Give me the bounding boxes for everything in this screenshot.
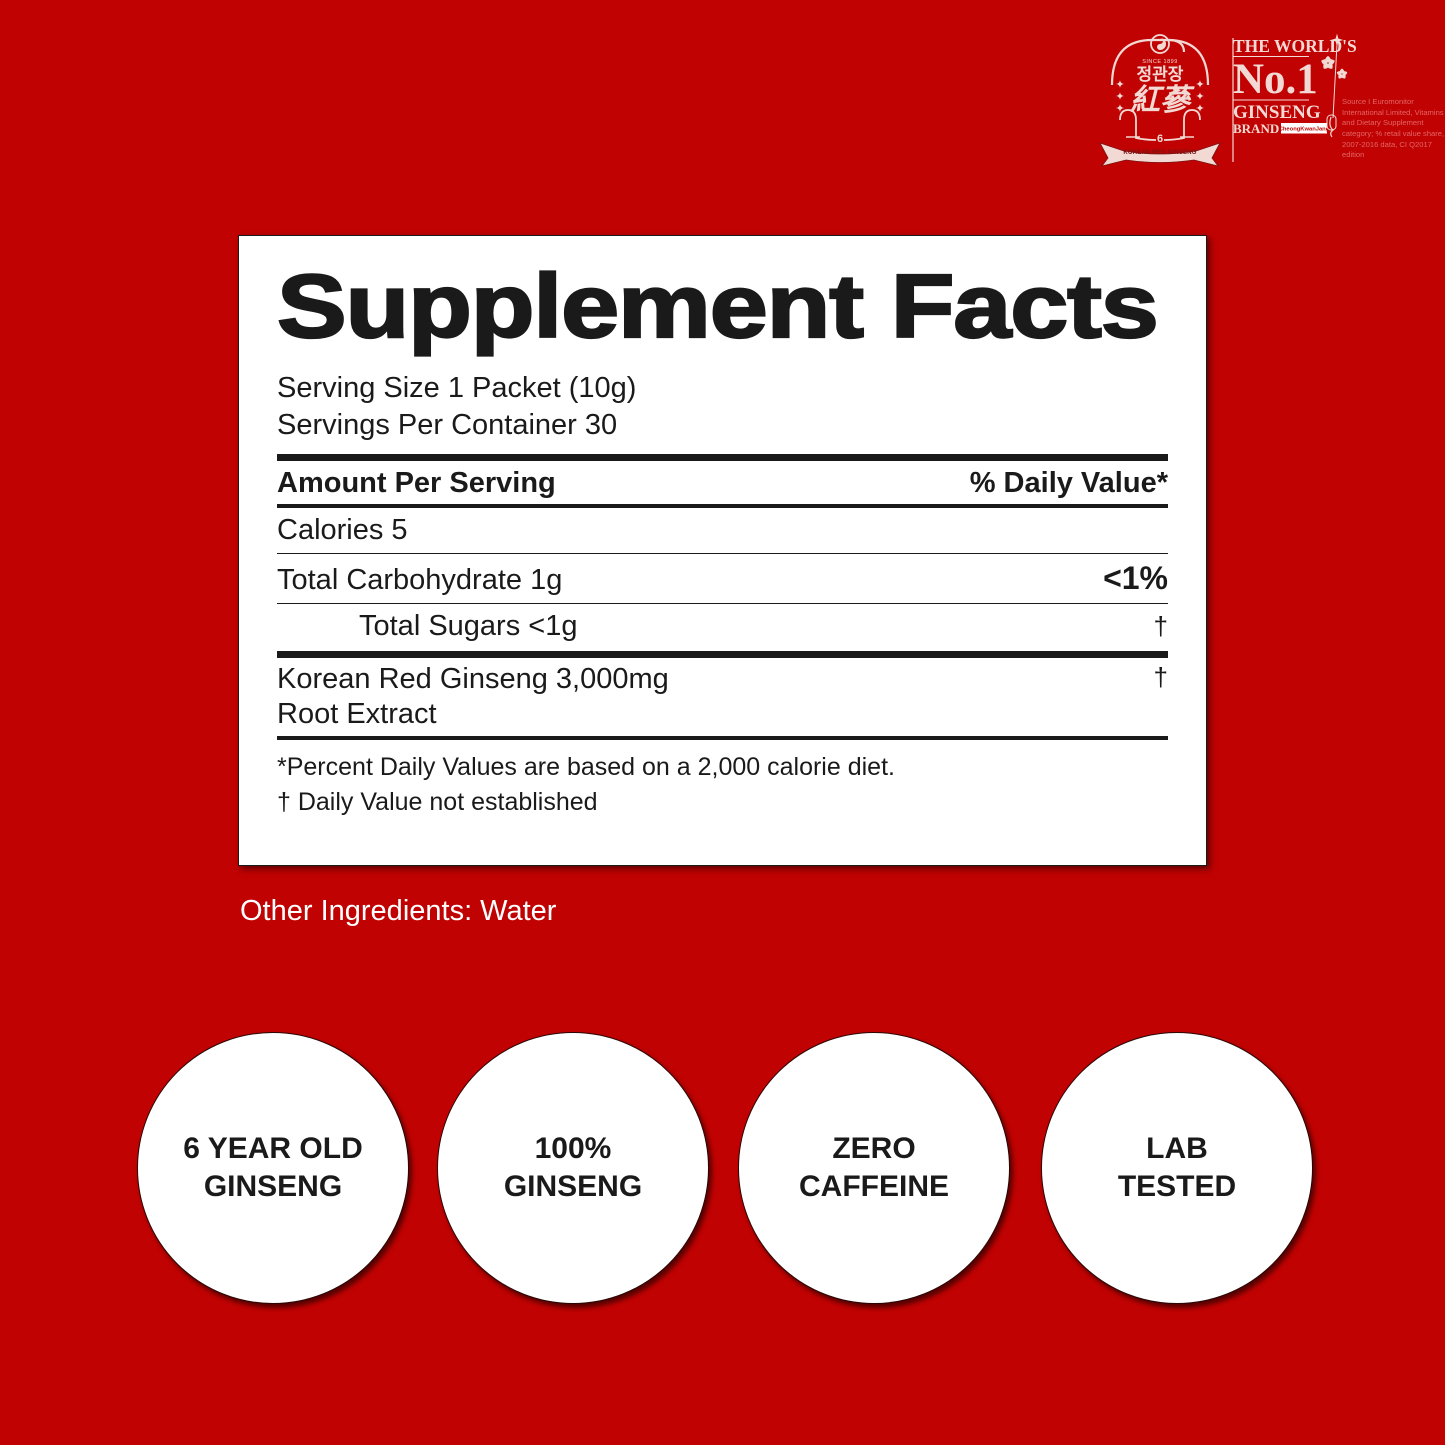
svg-text:✦: ✦ — [1195, 103, 1204, 115]
svg-text:6: 6 — [1157, 133, 1163, 145]
svg-text:✦: ✦ — [1195, 79, 1204, 91]
svg-text:CheongKwanJang: CheongKwanJang — [1279, 127, 1330, 133]
svg-text:GINSENG: GINSENG — [1233, 102, 1321, 123]
svg-text:No.1: No.1 — [1233, 56, 1318, 103]
svg-text:BRAND: BRAND — [1233, 121, 1279, 136]
svg-text:✦: ✦ — [1115, 103, 1124, 115]
svg-text:✦: ✦ — [1115, 91, 1124, 103]
svg-text:✦: ✦ — [1115, 79, 1124, 91]
svg-text:✦: ✦ — [1195, 91, 1204, 103]
svg-text:정관장: 정관장 — [1137, 65, 1184, 84]
svg-text:KOREAN RED GINSENG: KOREAN RED GINSENG — [1123, 150, 1196, 156]
